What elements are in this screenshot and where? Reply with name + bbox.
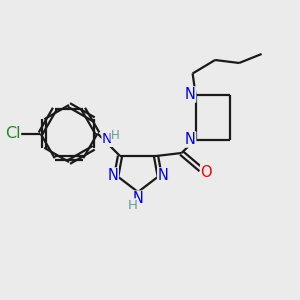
Text: O: O — [201, 165, 212, 180]
Text: Cl: Cl — [5, 126, 20, 141]
Text: H: H — [128, 199, 137, 212]
Text: N: N — [102, 132, 112, 146]
Text: N: N — [158, 168, 169, 183]
Text: H: H — [111, 129, 120, 142]
Text: N: N — [185, 132, 196, 147]
Text: N: N — [107, 168, 118, 183]
Text: N: N — [185, 87, 196, 102]
Text: N: N — [133, 191, 143, 206]
